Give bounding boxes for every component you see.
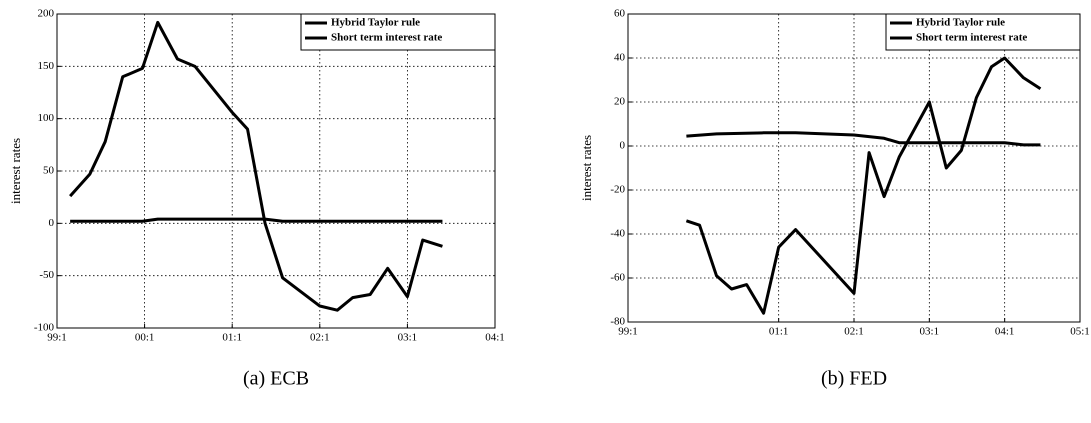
y-tick-label: 200	[38, 8, 55, 20]
legend-label: Short term interest rate	[331, 32, 442, 44]
y-tick-label: 60	[614, 8, 626, 20]
legend-label: Hybrid Taylor rule	[331, 17, 420, 29]
x-tick-label: 03:1	[920, 326, 940, 338]
y-axis-label: interest rates	[8, 138, 23, 204]
data-line	[69, 20, 443, 312]
x-tick-label: 04:1	[485, 332, 505, 344]
caption: (b) FED	[821, 368, 887, 390]
x-tick-label: 99:1	[47, 332, 67, 344]
y-tick-label: -40	[610, 228, 625, 240]
y-tick-label: -100	[34, 322, 55, 334]
legend-label: Short term interest rate	[916, 32, 1027, 44]
y-tick-label: -50	[39, 269, 54, 281]
y-tick-label: 150	[38, 60, 55, 72]
x-tick-label: 03:1	[398, 332, 418, 344]
y-tick-label: 20	[614, 96, 626, 108]
data-line	[686, 131, 1041, 147]
x-tick-label: 02:1	[844, 326, 864, 338]
y-tick-label: -60	[610, 272, 625, 284]
y-tick-label: -80	[610, 316, 625, 328]
plot-frame	[627, 13, 1081, 323]
x-tick-label: 05:1	[1070, 326, 1090, 338]
x-tick-label: 01:1	[222, 332, 242, 344]
y-tick-label: 0	[620, 140, 626, 152]
x-tick-label: 04:1	[995, 326, 1015, 338]
caption: (a) ECB	[243, 368, 309, 390]
y-tick-label: -20	[610, 184, 625, 196]
y-tick-label: 0	[49, 217, 55, 229]
data-line	[685, 56, 1042, 315]
data-line	[70, 217, 443, 223]
legend-label: Hybrid Taylor rule	[916, 17, 1005, 29]
x-tick-label: 99:1	[618, 326, 638, 338]
y-tick-label: 100	[38, 112, 55, 124]
legend-box	[300, 13, 496, 51]
x-tick-label: 01:1	[769, 326, 789, 338]
y-tick-label: 50	[43, 165, 55, 177]
x-tick-label: 00:1	[135, 332, 155, 344]
legend-box	[885, 13, 1081, 51]
y-tick-label: 40	[614, 52, 626, 64]
x-tick-label: 02:1	[310, 332, 330, 344]
y-axis-label: interest rates	[579, 135, 594, 201]
